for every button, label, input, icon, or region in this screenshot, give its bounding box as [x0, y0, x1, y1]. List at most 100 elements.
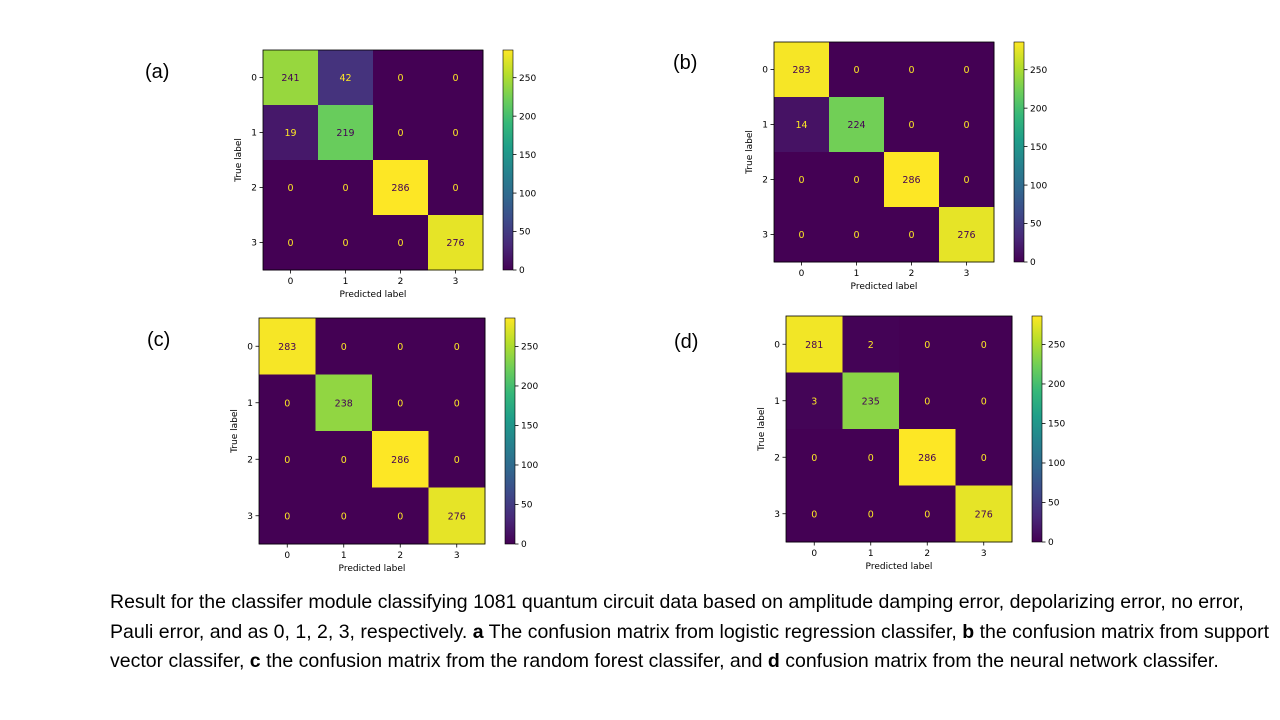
matrix-cell [372, 431, 429, 488]
cell-value-label: 0 [342, 183, 348, 194]
matrix-cell [428, 215, 484, 271]
x-tick-label: 0 [284, 551, 290, 561]
caption-letter-c: c [249, 650, 261, 672]
caption-letter-b: b [962, 620, 975, 643]
confusion-matrix-b: 283 0 0 0 14 224 0 0 0 0 286 0 0 0 0 276 0 1 2 3 0 1 2 3 Predict… [745, 41, 1047, 292]
cell-value-label: 0 [341, 342, 347, 353]
matrix-cell [318, 215, 374, 271]
x-tick-label: 1 [343, 277, 349, 287]
cell-value-label: 42 [339, 73, 351, 84]
y-tick-label: 3 [247, 512, 253, 522]
cell-value-label: 0 [454, 455, 460, 466]
matrix-cell [263, 50, 319, 106]
colorbar-tick-label: 250 [1048, 341, 1065, 351]
x-tick-label: 2 [924, 549, 930, 559]
colorbar-tick-label: 250 [521, 343, 538, 353]
figure-caption: Result for the classifer module classify… [110, 588, 1270, 677]
matrix-cell [899, 429, 956, 486]
y-tick-label: 2 [247, 455, 253, 465]
panel-letter-d: (d) [674, 331, 699, 353]
cell-value-label: 0 [452, 183, 458, 194]
y-tick-label: 0 [247, 342, 253, 352]
cell-value-label: 0 [341, 511, 347, 522]
y-tick-label: 3 [251, 239, 257, 249]
matrix-cell [884, 207, 940, 263]
cell-value-label: 283 [792, 65, 810, 76]
cell-value-label: 276 [446, 238, 464, 249]
matrix-cell [263, 160, 319, 216]
matrix-cell [259, 374, 316, 432]
x-tick-label: 1 [868, 549, 874, 559]
cell-value-label: 0 [981, 453, 987, 464]
matrix-cell [939, 97, 995, 153]
matrix-cell [939, 42, 995, 98]
matrix-cell [899, 485, 956, 543]
x-axis-label: Predicted label [851, 282, 918, 292]
cell-value-label: 0 [963, 175, 969, 186]
cell-value-label: 286 [391, 455, 409, 466]
cell-value-label: 241 [281, 73, 299, 84]
matrix-cell [774, 42, 830, 98]
colorbar-tick-label: 0 [519, 266, 525, 276]
x-tick-label: 3 [454, 551, 460, 561]
colorbar [502, 49, 514, 271]
caption-text-1: Result for the classifer module classify… [110, 591, 1244, 643]
matrix-cell [428, 487, 486, 545]
cell-value-label: 276 [448, 511, 466, 522]
cell-value-label: 3 [811, 396, 817, 407]
y-tick-label: 0 [774, 340, 780, 350]
cell-value-label: 286 [918, 453, 936, 464]
cell-value-label: 0 [908, 230, 914, 241]
cell-value-label: 19 [284, 128, 296, 139]
cell-value-label: 0 [284, 455, 290, 466]
y-tick-label: 2 [762, 176, 768, 186]
cell-value-label: 14 [795, 120, 807, 131]
colorbar-tick-label: 250 [1030, 66, 1047, 76]
caption-text-2: The confusion matrix from logistic regre… [483, 620, 963, 643]
colorbar-tick-label: 200 [1030, 104, 1047, 114]
x-tick-label: 0 [811, 549, 817, 559]
caption-text-4: the confusion matrix from the random for… [260, 650, 768, 672]
panel-letter-a: (a) [145, 61, 170, 83]
y-tick-label: 0 [762, 66, 768, 76]
matrix-cell [842, 372, 900, 430]
cell-value-label: 0 [908, 120, 914, 131]
colorbar-tick-label: 200 [521, 382, 538, 392]
cell-value-label: 0 [454, 398, 460, 409]
x-tick-label: 2 [398, 277, 404, 287]
x-axis-label: Predicted label [866, 562, 933, 572]
cell-value-label: 0 [853, 230, 859, 241]
cell-value-label: 0 [397, 342, 403, 353]
x-tick-label: 0 [799, 269, 805, 279]
colorbar-tick-label: 150 [1030, 143, 1047, 153]
cell-value-label: 2 [868, 340, 874, 351]
colorbar [1031, 315, 1043, 543]
matrix-cell [428, 318, 486, 375]
y-axis-label: True label [230, 409, 240, 454]
cell-value-label: 286 [902, 175, 920, 186]
cell-value-label: 235 [862, 396, 880, 407]
x-tick-label: 1 [854, 269, 860, 279]
cell-value-label: 0 [868, 509, 874, 520]
matrix-cell [842, 429, 900, 486]
matrix-cell [786, 485, 843, 543]
matrix-cell [373, 160, 429, 216]
y-tick-label: 2 [251, 184, 257, 194]
matrix-cell [786, 316, 843, 373]
matrix-cell [318, 105, 374, 161]
y-tick-label: 3 [774, 510, 780, 520]
cell-value-label: 0 [924, 396, 930, 407]
cell-value-label: 0 [284, 511, 290, 522]
cell-value-label: 0 [454, 342, 460, 353]
cell-value-label: 0 [981, 396, 987, 407]
cell-value-label: 219 [336, 128, 354, 139]
cell-value-label: 286 [391, 183, 409, 194]
matrix-cell [372, 318, 429, 375]
matrix-cell [428, 160, 484, 216]
matrix-cell [884, 42, 940, 98]
matrix-cell [428, 105, 484, 161]
matrix-cell [318, 160, 374, 216]
colorbar-tick-label: 100 [521, 461, 538, 471]
matrix-frame [258, 317, 486, 545]
colorbar-tick-label: 100 [1030, 181, 1047, 191]
